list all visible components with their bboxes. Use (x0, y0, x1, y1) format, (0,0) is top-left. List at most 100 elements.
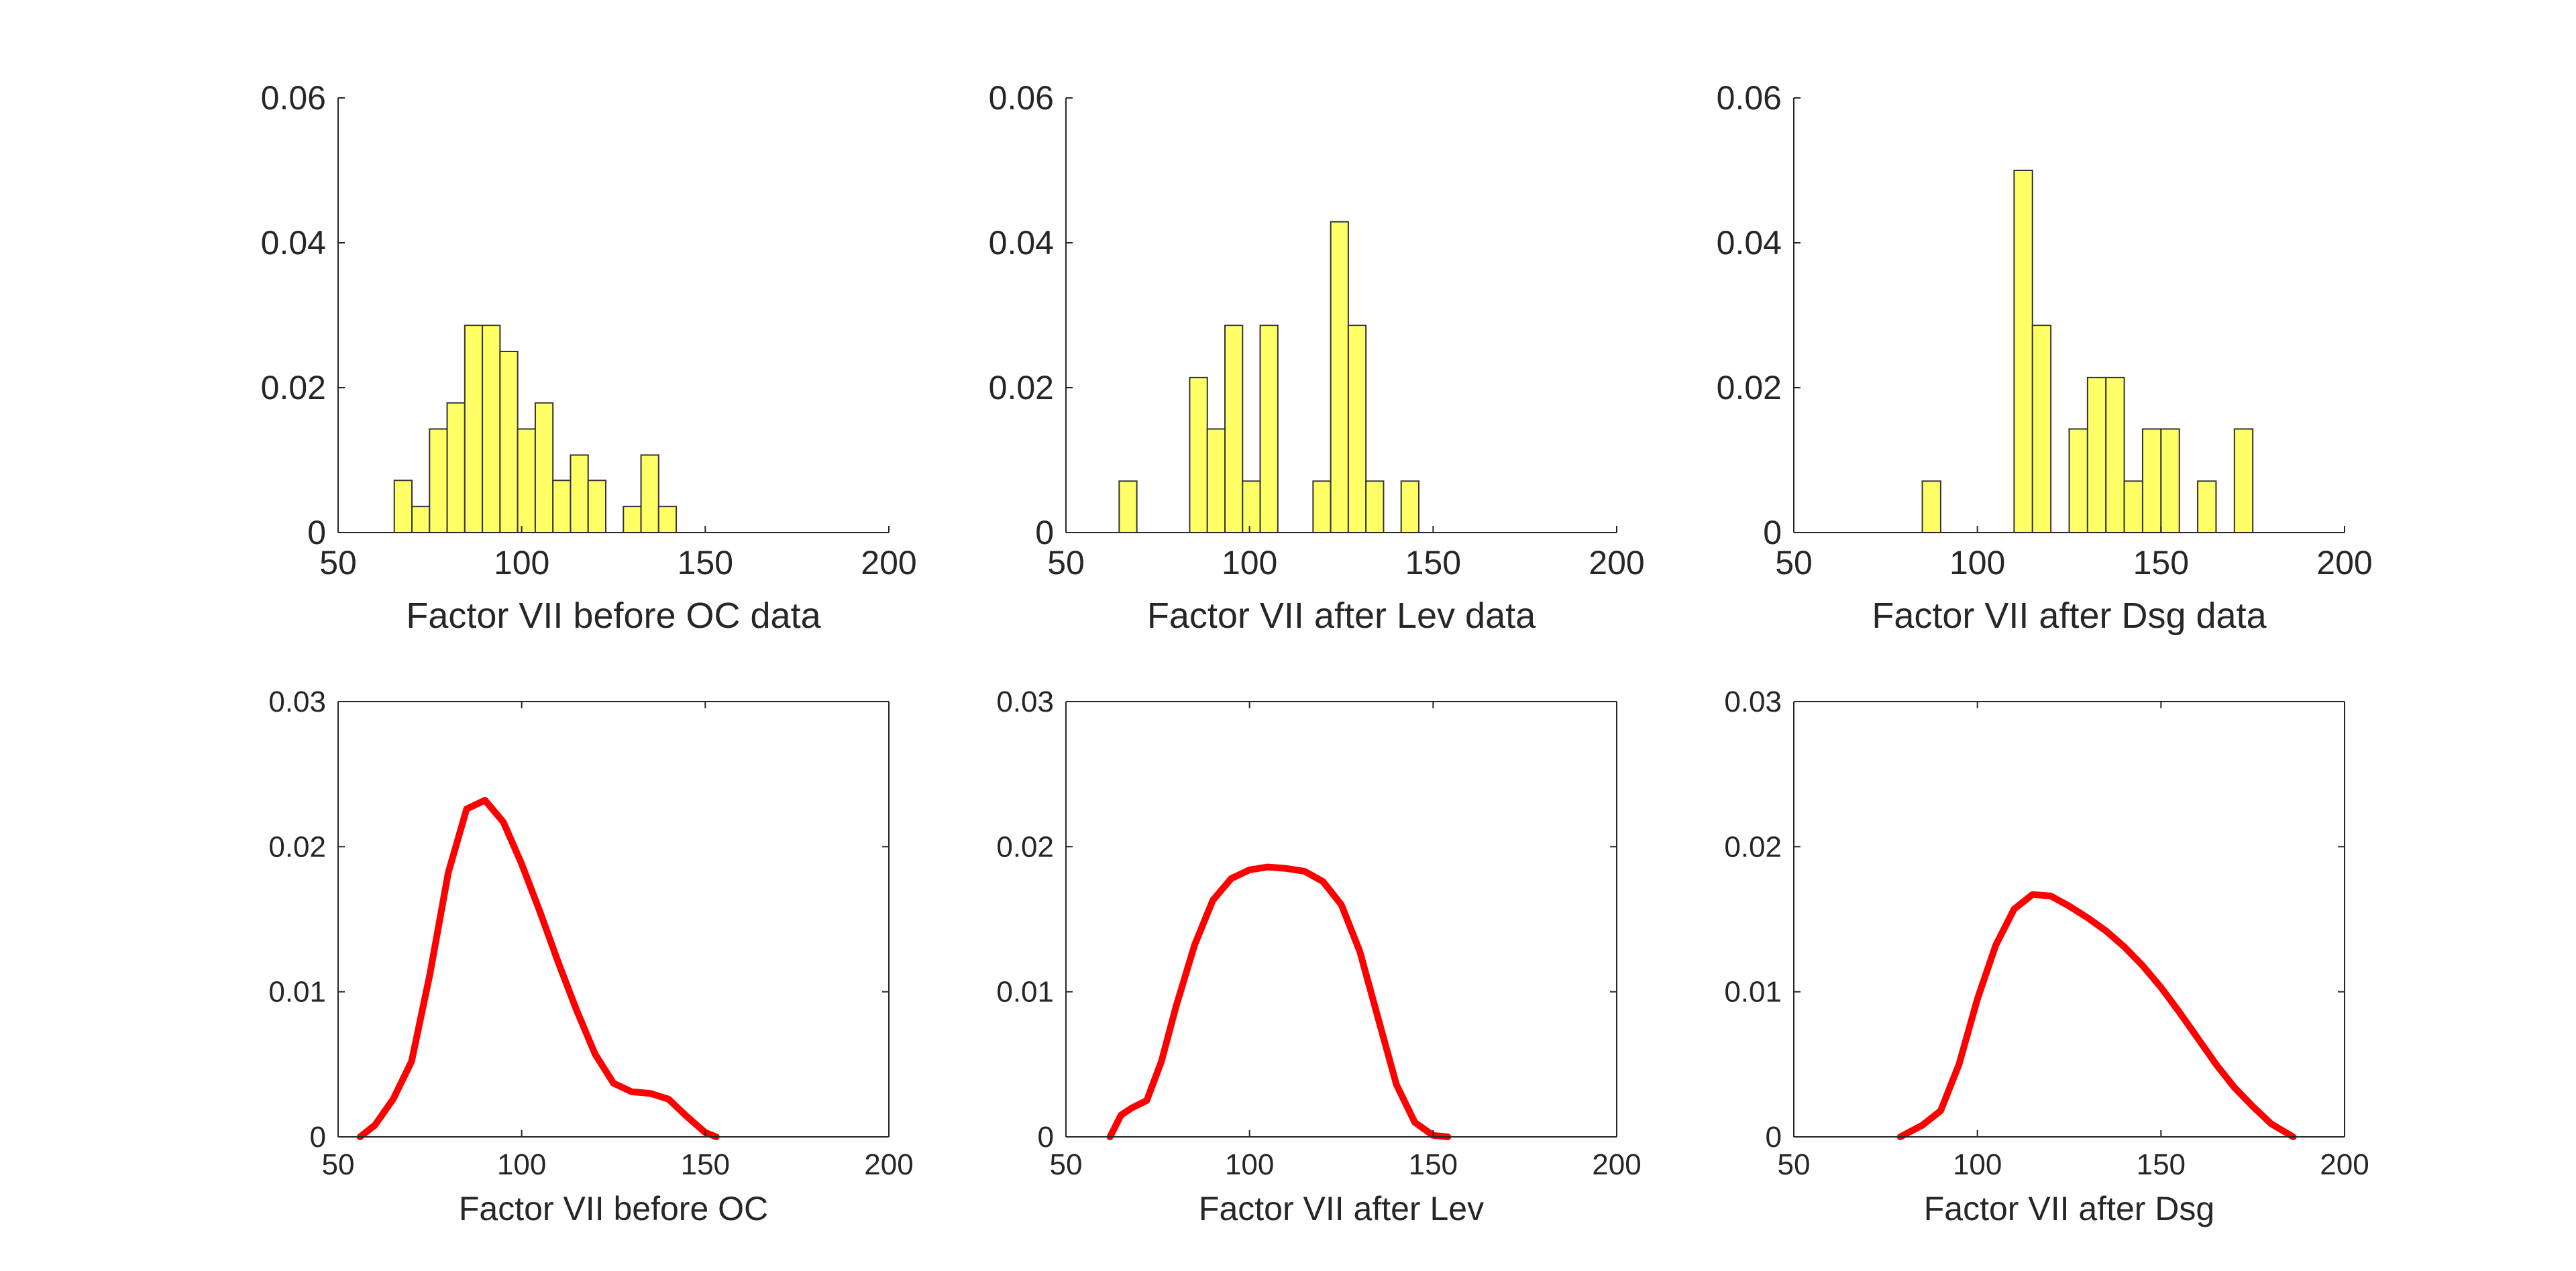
x-tick-label: 200 (1592, 1148, 1641, 1181)
subplot-1: 50 100 150 200 0 0.02 0.04 0.06 Factor VII befor… (261, 79, 917, 636)
y-tick-label: 0.02 (268, 830, 326, 863)
y-tick-label: 0.02 (261, 369, 326, 406)
x-tick-label: 200 (1589, 544, 1644, 582)
y-tick-label: 0 (1766, 1121, 1782, 1154)
histogram-bar (2031, 325, 2052, 533)
histogram-bar (2123, 480, 2143, 534)
x-tick-label: 50 (319, 544, 357, 582)
x-tick-label: 50 (1775, 544, 1813, 582)
histogram-bar (2013, 170, 2033, 533)
histogram-bar (552, 480, 572, 533)
x-axis-label: Factor VII after Dsg (1924, 1190, 2214, 1227)
x-axis-label: Factor VII after Lev (1199, 1190, 1484, 1227)
histogram-bar (1921, 480, 1941, 534)
histogram-bar (446, 402, 466, 533)
histogram-bar (482, 325, 501, 533)
x-tick-label: 200 (864, 1148, 913, 1181)
x-tick-label: 150 (681, 1148, 730, 1181)
x-axis-label: Factor VII before OC data (406, 596, 821, 636)
x-tick-label: 50 (1047, 544, 1085, 582)
subplot-2: 50 100 150 200 0 0.02 0.04 0.06 Factor VII after… (989, 79, 1645, 636)
x-tick-label: 150 (1405, 544, 1461, 582)
x-tick-label: 150 (2133, 544, 2189, 582)
y-tick-label: 0.02 (1717, 369, 1782, 406)
x-tick-label: 100 (1222, 544, 1277, 582)
histogram-bar (429, 428, 448, 533)
histogram-bar (2197, 480, 2217, 534)
density-curve (1106, 863, 1452, 1140)
histogram-bar (2233, 428, 2254, 533)
histogram-bar (1118, 480, 1138, 534)
histogram-bar (2105, 376, 2125, 533)
y-tick-label: 0.06 (261, 79, 326, 117)
x-tick-label: 200 (2316, 544, 2372, 582)
y-tick-label: 0.03 (1724, 685, 1782, 718)
y-tick-label: 0.02 (996, 830, 1054, 863)
y-tick-label: 0 (310, 1121, 326, 1154)
x-tick-label: 150 (678, 544, 733, 582)
histogram-bar (587, 480, 607, 533)
x-tick-label: 100 (1225, 1148, 1274, 1181)
histogram-bar (2068, 428, 2088, 533)
histogram-bar (623, 506, 642, 533)
y-tick-label: 0 (1038, 1121, 1054, 1154)
histogram-bar (2160, 428, 2180, 533)
histogram-bar (1242, 480, 1261, 534)
subplot-3: 50 100 150 200 0 0.02 0.04 0.06 Factor VII after… (1717, 79, 2373, 636)
y-tick-label: 0.02 (1724, 830, 1782, 863)
x-tick-label: 100 (494, 544, 549, 582)
histogram-bar (1365, 480, 1385, 534)
y-tick-label: 0.03 (268, 685, 326, 718)
histogram-bar (517, 428, 536, 533)
histogram-bar (570, 454, 589, 533)
y-tick-label: 0.06 (1717, 79, 1782, 117)
histogram-bar (534, 402, 554, 533)
x-tick-label: 50 (1050, 1148, 1083, 1181)
histogram-bar (1259, 325, 1279, 533)
x-axis-label: Factor VII before OC (459, 1190, 768, 1227)
subplot-6: 50 100 150 200 0 0.01 0.02 0.03 Factor VII after… (1724, 685, 2369, 1227)
x-tick-label: 50 (322, 1148, 355, 1181)
histogram-bar (1224, 325, 1244, 533)
histogram-bar (1312, 480, 1332, 534)
histogram-bar (657, 506, 678, 533)
x-axis-label: Factor VII after Dsg data (1872, 596, 2267, 636)
y-tick-label: 0 (307, 514, 326, 551)
y-tick-label: 0.03 (996, 685, 1054, 718)
histogram-bar (2141, 428, 2162, 533)
histogram-bar (640, 454, 659, 533)
y-tick-label: 0.06 (989, 79, 1054, 117)
histogram-bar (1206, 428, 1226, 533)
subplot-grid: 50 100 150 200 0 0.02 0.04 0.06 Factor VII befor… (261, 79, 2373, 1227)
y-tick-label: 0.04 (261, 224, 326, 262)
x-tick-label: 200 (861, 544, 916, 582)
histogram-bar (1347, 325, 1367, 533)
x-axis-label: Factor VII after Lev data (1147, 596, 1536, 636)
y-tick-label: 0.02 (989, 369, 1054, 406)
x-tick-label: 150 (1409, 1148, 1458, 1181)
y-tick-label: 0.01 (996, 976, 1054, 1009)
y-tick-label: 0 (1035, 514, 1054, 551)
y-tick-label: 0.01 (268, 976, 326, 1009)
x-tick-label: 100 (1949, 544, 2005, 582)
histogram-bar (393, 480, 413, 533)
x-tick-label: 50 (1778, 1148, 1811, 1181)
histogram-bar (411, 506, 431, 533)
histogram-bar (2086, 376, 2107, 533)
y-tick-label: 0.01 (1724, 976, 1782, 1009)
histogram-bar (1330, 221, 1349, 533)
x-tick-label: 100 (497, 1148, 546, 1181)
histogram-bar (464, 325, 484, 533)
y-tick-label: 0.04 (1717, 224, 1782, 262)
subplot-4: 50 100 150 200 0 0.01 0.02 0.03 Factor VII befor… (268, 685, 913, 1227)
density-curve (1896, 891, 2297, 1140)
y-tick-label: 0.04 (989, 224, 1054, 262)
x-tick-label: 100 (1953, 1148, 2002, 1181)
y-tick-label: 0 (1763, 514, 1782, 551)
x-tick-label: 150 (2137, 1148, 2186, 1181)
histogram-bar (1400, 480, 1419, 534)
histogram-bar (499, 351, 519, 533)
density-curve (356, 797, 720, 1140)
